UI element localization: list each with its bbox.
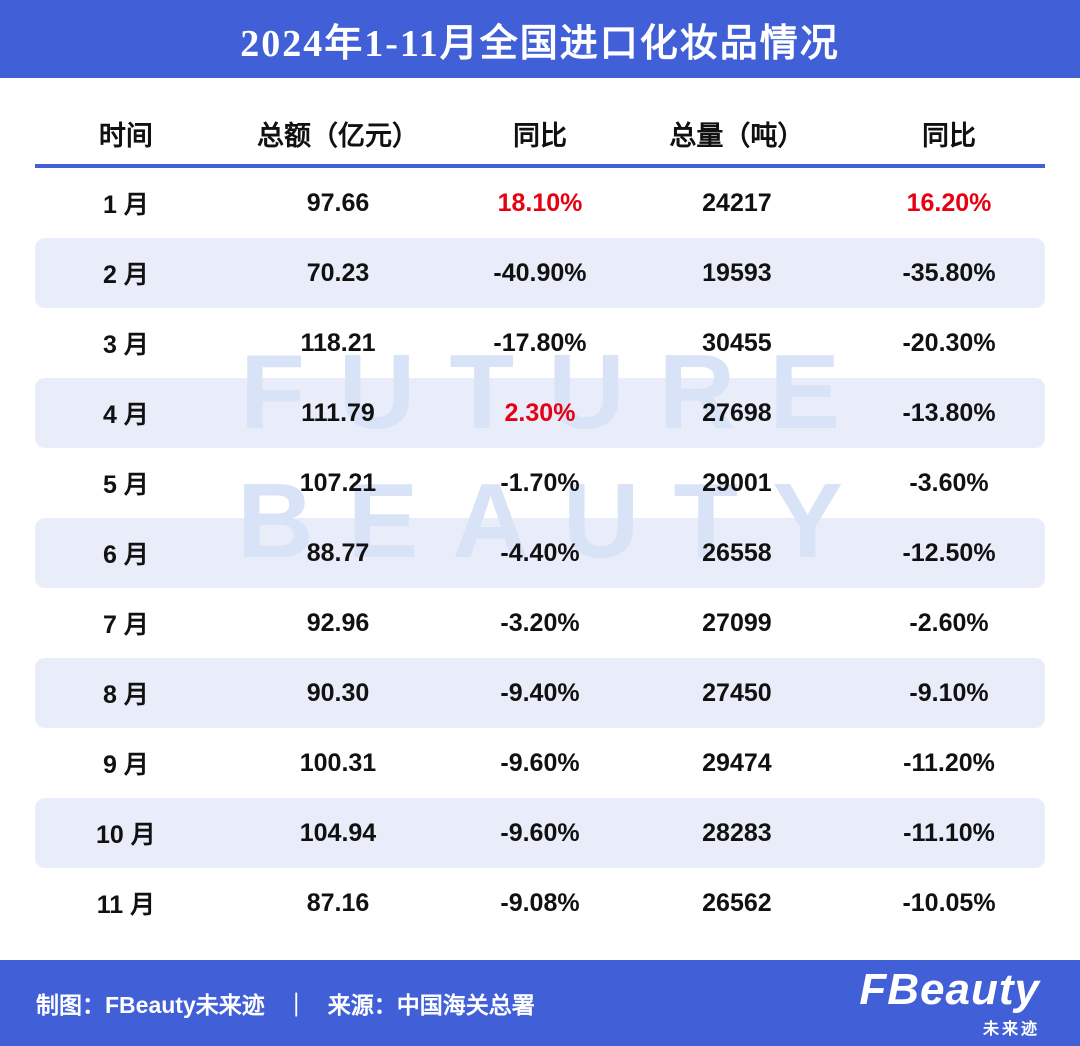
cell-amount: 111.79	[301, 398, 375, 427]
fbeauty-logo: FBeauty 未来迹	[859, 964, 1040, 1039]
cell-volume-yoy: -13.80%	[902, 398, 996, 427]
cell-volume-yoy: -2.60%	[909, 608, 989, 637]
cell-amount: 104.94	[299, 818, 377, 847]
cell-amount-yoy: 18.10%	[497, 188, 583, 217]
cell-amount: 88.77	[306, 538, 370, 567]
cell-month: 1 月	[102, 191, 149, 219]
cell-volume: 27099	[702, 608, 772, 637]
column-header-time: 时间	[98, 120, 153, 151]
title-bar: 2024年1-11月全国进口化妆品情况	[0, 0, 1080, 78]
footer-bar: 制图：FBeauty未来迹 ｜ 来源：中国海关总署 FBeauty 未来迹	[0, 960, 1080, 1046]
cell-amount-yoy: -9.60%	[500, 748, 580, 777]
table-header-row: 时间 总额（亿元） 同比 总量（吨） 同比	[35, 102, 1045, 168]
column-header-volume: 总量（吨）	[669, 120, 805, 151]
table-body: 1 月 97.66 18.10% 24217 16.20% 2 月 70.23 …	[35, 168, 1045, 938]
cell-amount: 100.31	[299, 748, 377, 777]
fbeauty-logo-wordmark: FBeauty	[859, 964, 1040, 1014]
cell-volume: 26562	[702, 888, 772, 917]
cell-volume-yoy: -11.20%	[903, 748, 995, 777]
cell-amount: 97.66	[306, 188, 370, 217]
cell-amount-yoy: -3.20%	[500, 608, 580, 637]
cell-amount: 92.96	[306, 608, 370, 637]
cell-volume: 26558	[702, 538, 772, 567]
cell-volume-yoy: -35.80%	[902, 258, 996, 287]
cell-volume-yoy: -9.10%	[909, 678, 989, 707]
table-row: 9 月 100.31 -9.60% 29474 -11.20%	[35, 728, 1045, 798]
cell-amount: 70.23	[306, 258, 370, 287]
cell-amount-yoy: -1.70%	[500, 468, 580, 497]
column-header-amount-yoy: 同比	[512, 120, 567, 151]
table-row: 10 月 104.94 -9.60% 28283 -11.10%	[35, 798, 1045, 868]
cell-volume: 30455	[702, 328, 772, 357]
cell-volume: 27450	[702, 678, 772, 707]
table-row: 7 月 92.96 -3.20% 27099 -2.60%	[35, 588, 1045, 658]
table-row: 1 月 97.66 18.10% 24217 16.20%	[35, 168, 1045, 238]
table-row: 11 月 87.16 -9.08% 26562 -10.05%	[35, 868, 1045, 938]
cell-amount: 90.30	[306, 678, 370, 707]
table-row: 3 月 118.21 -17.80% 30455 -20.30%	[35, 308, 1045, 378]
cell-amount-yoy: -9.08%	[500, 888, 580, 917]
cell-volume: 24217	[702, 188, 772, 217]
cell-amount-yoy: -9.40%	[500, 678, 580, 707]
source-text: 来源：中国海关总署	[327, 992, 535, 1018]
cell-volume-yoy: 16.20%	[906, 188, 992, 217]
cell-volume-yoy: -20.30%	[902, 328, 996, 357]
page-title: 2024年1-11月全国进口化妆品情况	[240, 22, 840, 65]
cell-month: 2 月	[102, 261, 149, 289]
cell-volume: 29474	[702, 748, 772, 777]
cell-month: 4 月	[102, 401, 149, 429]
cell-volume: 19593	[702, 258, 772, 287]
cell-month: 10 月	[96, 821, 156, 849]
cell-amount: 118.21	[300, 328, 376, 357]
cell-volume: 28283	[702, 818, 772, 847]
table-area: FUTURE BEAUTY 时间 总额（亿元） 同比 总量（吨） 同比 1 月 …	[0, 78, 1080, 960]
table-row: 5 月 107.21 -1.70% 29001 -3.60%	[35, 448, 1045, 518]
cell-month: 7 月	[102, 611, 149, 639]
table-row: 4 月 111.79 2.30% 27698 -13.80%	[35, 378, 1045, 448]
cell-volume-yoy: -10.05%	[902, 888, 996, 917]
cell-amount-yoy: -9.60%	[500, 818, 580, 847]
cell-month: 6 月	[102, 541, 149, 569]
cell-amount-yoy: -4.40%	[500, 538, 580, 567]
credit-text: 制图：FBeauty未来迹	[36, 992, 265, 1018]
cell-month: 9 月	[102, 751, 149, 779]
table-row: 6 月 88.77 -4.40% 26558 -12.50%	[35, 518, 1045, 588]
cell-month: 11 月	[96, 891, 156, 919]
cell-amount: 107.21	[299, 468, 377, 497]
table-row: 8 月 90.30 -9.40% 27450 -9.10%	[35, 658, 1045, 728]
cell-month: 8 月	[102, 681, 149, 709]
table-row: 2 月 70.23 -40.90% 19593 -35.80%	[35, 238, 1045, 308]
credit-divider: ｜	[284, 992, 308, 1018]
column-header-volume-yoy: 同比	[922, 120, 977, 151]
cell-amount-yoy: -17.80%	[493, 328, 587, 357]
cell-volume-yoy: -11.10%	[903, 818, 995, 847]
cell-amount-yoy: 2.30%	[504, 398, 576, 427]
cell-volume-yoy: -12.50%	[902, 538, 996, 567]
cell-volume-yoy: -3.60%	[909, 468, 989, 497]
fbeauty-logo-subtext: 未来迹	[982, 1020, 1040, 1038]
cell-volume: 29001	[702, 468, 772, 497]
footer-credits: 制图：FBeauty未来迹 ｜ 来源：中国海关总署	[36, 986, 535, 1020]
cell-volume: 27698	[702, 398, 772, 427]
cell-amount-yoy: -40.90%	[493, 258, 587, 287]
cell-month: 3 月	[102, 331, 149, 359]
cell-month: 5 月	[102, 471, 149, 499]
cell-amount: 87.16	[306, 888, 370, 917]
column-header-amount: 总额（亿元）	[256, 120, 419, 151]
